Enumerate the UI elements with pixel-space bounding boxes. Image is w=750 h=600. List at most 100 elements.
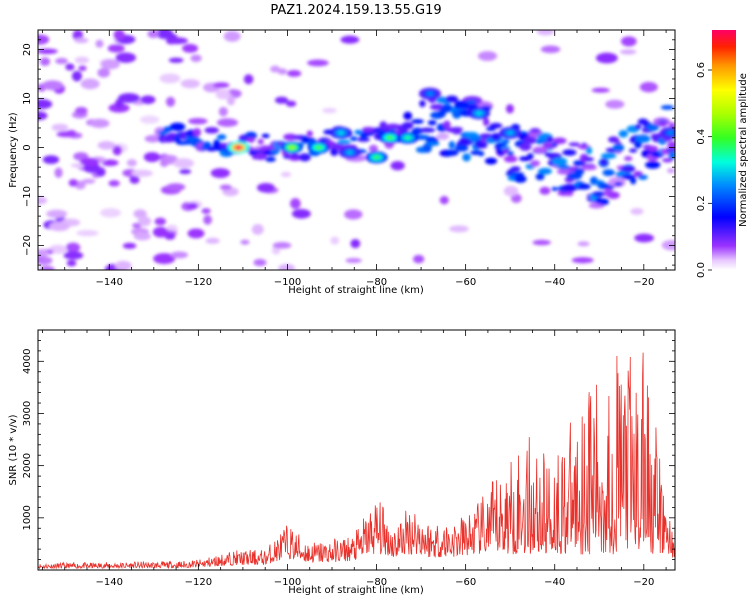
spectrogram-ytick-label: 20 — [22, 43, 33, 56]
colorbar-axes: 0.0 0.2 0.4 0.6 — [696, 62, 712, 278]
spectrogram-xtick-label: −120 — [185, 277, 212, 288]
spectrogram-cell — [475, 144, 488, 149]
spectrogram-speckle — [38, 99, 53, 110]
spectrogram-speckle — [205, 237, 220, 244]
spectrogram-xlabel: Height of straight line (km) — [288, 285, 424, 296]
spectrogram-xtick-label: −140 — [96, 277, 123, 288]
spectrogram-speckle — [595, 52, 618, 64]
spectrogram-speckle — [139, 115, 160, 124]
spectrogram-speckle — [253, 258, 267, 267]
spectrogram-speckle — [97, 140, 116, 150]
spectrogram-speckle — [223, 30, 241, 42]
spectrogram-speckle — [101, 159, 119, 167]
spectrogram-speckle — [307, 59, 329, 67]
spectrogram-speckle — [344, 209, 363, 220]
spectrogram-cell — [607, 191, 620, 199]
spectrogram-speckle — [477, 51, 498, 61]
spectrogram-speckle — [66, 259, 77, 267]
spectrogram-speckle — [180, 79, 201, 89]
spectrogram-speckle — [165, 96, 176, 107]
spectrogram-speckle — [571, 257, 594, 264]
spectrogram-cell — [556, 168, 573, 175]
spectrogram-ytick-label: 0 — [22, 144, 33, 150]
spectrogram-speckle — [286, 70, 302, 77]
colorbar-tick-label: 0.0 — [696, 262, 707, 278]
spectrogram-speckle — [89, 118, 110, 128]
spectrogram-speckle — [186, 202, 199, 210]
spectrogram-cell — [254, 151, 267, 161]
spectrogram-speckle — [159, 73, 181, 84]
spectrogram-peak — [288, 145, 296, 150]
spectrogram-cell — [551, 186, 559, 191]
spectrogram-peak — [475, 111, 483, 116]
spectrogram-speckle — [100, 208, 122, 218]
spectrogram-speckle — [182, 43, 199, 53]
spectrogram-cell — [561, 183, 577, 193]
spectrogram-speckle — [39, 57, 51, 66]
snr-xtick-label: −80 — [366, 577, 387, 588]
spectrogram-cell — [257, 138, 264, 145]
spectrogram-speckle — [51, 123, 69, 132]
spectrogram-cell — [637, 174, 648, 180]
spectrogram-speckle — [179, 168, 192, 175]
snr-ytick-label: 1000 — [22, 505, 33, 530]
spectrogram-cell — [501, 148, 510, 154]
spectrogram-cell — [630, 176, 637, 185]
spectrogram-speckle — [76, 229, 99, 237]
spectrogram-cell — [448, 140, 456, 150]
spectrogram-speckle — [131, 169, 153, 177]
spectrogram-cell — [660, 105, 675, 110]
spectrogram-cell — [440, 104, 454, 113]
spectrogram-speckle — [137, 216, 152, 227]
spectrogram-cell — [443, 120, 451, 130]
spectrogram-speckle — [505, 104, 514, 114]
spectrogram-cell — [489, 122, 503, 129]
spectrogram-cell — [537, 167, 552, 175]
spectrogram-speckle — [390, 160, 405, 171]
spectrogram-speckle — [272, 241, 292, 249]
spectrogram-blobs — [38, 30, 675, 270]
spectrogram-cell — [354, 129, 364, 135]
snr-ytick-label: 3000 — [22, 401, 33, 426]
spectrogram-speckle — [173, 158, 194, 169]
spectrogram-cell — [661, 158, 673, 163]
snr-series-line — [38, 352, 675, 570]
spectrogram-cell — [462, 153, 471, 162]
spectrogram-speckle — [591, 87, 610, 93]
spectrogram-cell — [514, 175, 527, 183]
spectrogram-cell — [361, 126, 376, 133]
snr-xtick-label: −140 — [96, 577, 123, 588]
spectrogram-cell — [546, 136, 554, 143]
spectrogram-speckle — [65, 242, 81, 253]
spectrogram-cell — [602, 185, 615, 190]
spectrogram-cell — [600, 152, 617, 159]
snr-frame — [37, 329, 676, 571]
spectrogram-speckle — [280, 171, 292, 178]
spectrogram-speckle — [277, 68, 288, 75]
snr-panel: −140 −120 −100 −80 −60 −40 −20 1000 2000 3000 4000… — [8, 329, 676, 596]
spectrogram-peak — [373, 155, 381, 160]
spectrogram-cell — [516, 172, 525, 177]
spectrogram-speckle — [350, 238, 361, 249]
spectrogram-speckle — [122, 242, 137, 249]
spectrogram-cell — [573, 168, 585, 175]
spectrogram-speckle — [187, 228, 205, 239]
spectrogram-speckle — [42, 155, 60, 165]
spectrogram-ytick-label: −20 — [22, 235, 33, 256]
spectrogram-speckle — [81, 178, 96, 184]
spectrogram-cell — [306, 130, 313, 137]
spectrogram-cell — [535, 173, 545, 181]
spectrogram-speckle — [532, 239, 551, 246]
spectrogram-speckle — [38, 249, 49, 257]
spectrogram-cell — [657, 120, 668, 127]
spectrogram-cell — [246, 137, 256, 143]
spectrogram-speckle — [166, 37, 188, 45]
spectrogram-speckle — [285, 100, 297, 107]
spectrogram-cell — [519, 143, 532, 151]
spectrogram-speckle — [39, 265, 55, 270]
snr-ylabel: SNR (10 * v/v) — [8, 414, 19, 485]
spectrogram-ylabel: Frequency (Hz) — [8, 112, 19, 188]
spectrogram-peak — [337, 130, 345, 136]
spectrogram-cell — [568, 142, 581, 147]
spectrogram-cell — [419, 100, 426, 108]
